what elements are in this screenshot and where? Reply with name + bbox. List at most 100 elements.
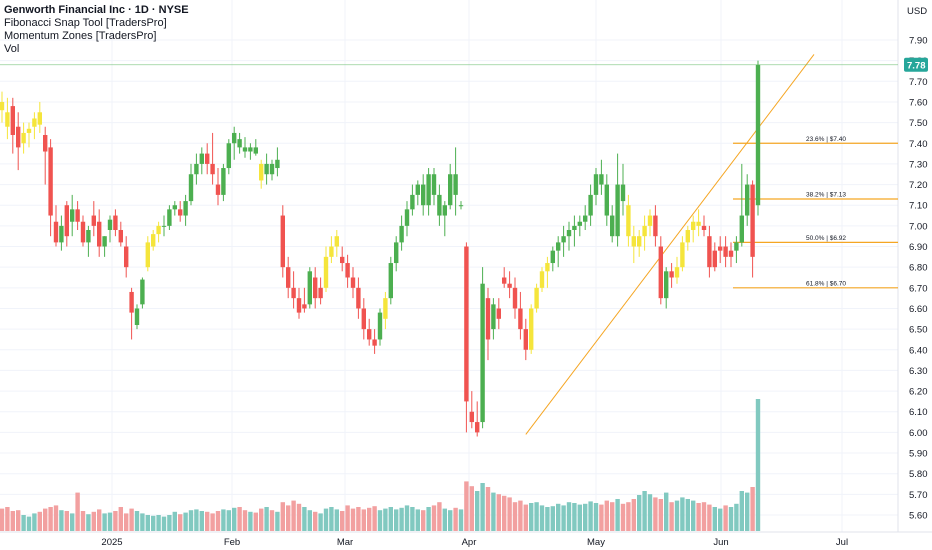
candle-body[interactable]	[377, 312, 383, 340]
candle-body[interactable]	[70, 209, 75, 222]
candle-body[interactable]	[156, 225, 161, 235]
indicator-volume[interactable]: Vol	[4, 43, 20, 55]
indicator-momentum[interactable]: Momentum Zones [TradersPro]	[4, 30, 157, 42]
candle-body[interactable]	[480, 283, 485, 423]
candle-body[interactable]	[561, 236, 566, 243]
candle-body[interactable]	[361, 308, 366, 330]
candle-body[interactable]	[723, 246, 728, 257]
candle-body[interactable]	[388, 263, 393, 299]
symbol-title[interactable]: Genworth Financial Inc · 1D · NYSE	[4, 4, 189, 16]
candle-body[interactable]	[215, 184, 221, 195]
candle-body[interactable]	[707, 236, 712, 268]
candle-body[interactable]	[151, 234, 156, 247]
candle-body[interactable]	[140, 279, 145, 305]
candle-body[interactable]	[172, 205, 177, 210]
candle-body[interactable]	[37, 112, 42, 125]
candle-body[interactable]	[448, 174, 453, 206]
candle-body[interactable]	[350, 277, 356, 288]
candle-body[interactable]	[556, 242, 561, 251]
candle-body[interactable]	[604, 184, 609, 216]
candle-body[interactable]	[291, 287, 296, 299]
candle-body[interactable]	[534, 287, 539, 309]
candle-body[interactable]	[286, 267, 291, 288]
candle-body[interactable]	[745, 184, 750, 216]
candle-body[interactable]	[64, 205, 69, 237]
candle-body[interactable]	[5, 112, 10, 127]
candle-body[interactable]	[86, 230, 91, 243]
candle-body[interactable]	[221, 168, 226, 195]
candle-body[interactable]	[637, 236, 642, 247]
candle-body[interactable]	[415, 184, 420, 195]
candle-body[interactable]	[696, 221, 701, 226]
candle-body[interactable]	[712, 250, 717, 268]
candle-body[interactable]	[620, 184, 626, 202]
candle-body[interactable]	[210, 163, 215, 175]
candle-body[interactable]	[134, 308, 140, 325]
candle-body[interactable]	[178, 209, 183, 216]
candle-body[interactable]	[399, 225, 404, 243]
candle-body[interactable]	[248, 147, 253, 152]
candle-body[interactable]	[734, 242, 739, 251]
candle-body[interactable]	[296, 298, 302, 313]
candle-body[interactable]	[593, 174, 599, 195]
candle-body[interactable]	[572, 225, 577, 230]
candle-body[interactable]	[691, 221, 696, 230]
candle-body[interactable]	[680, 242, 685, 268]
candle-body[interactable]	[485, 298, 491, 340]
candle-body[interactable]	[161, 225, 167, 227]
candle-body[interactable]	[323, 256, 329, 288]
candle-body[interactable]	[750, 184, 755, 257]
candle-body[interactable]	[124, 246, 129, 268]
candle-body[interactable]	[507, 283, 512, 288]
candle-body[interactable]	[664, 271, 669, 299]
candle-body[interactable]	[188, 174, 194, 202]
candle-body[interactable]	[145, 242, 150, 268]
candle-body[interactable]	[453, 174, 458, 195]
candle-body[interactable]	[10, 106, 15, 135]
candle-body[interactable]	[26, 128, 32, 133]
candle-body[interactable]	[307, 271, 312, 305]
candle-body[interactable]	[242, 147, 248, 152]
candle-body[interactable]	[431, 174, 437, 195]
candle-body[interactable]	[394, 242, 399, 264]
candle-body[interactable]	[442, 205, 447, 216]
candle-body[interactable]	[421, 184, 426, 206]
candle-body[interactable]	[59, 225, 64, 243]
candle-body[interactable]	[502, 277, 507, 284]
candle-body[interactable]	[426, 174, 431, 206]
candle-body[interactable]	[512, 287, 518, 309]
candle-body[interactable]	[523, 329, 528, 350]
candle-body[interactable]	[113, 215, 118, 230]
candle-body[interactable]	[356, 287, 361, 309]
candle-body[interactable]	[539, 271, 545, 288]
candle-body[interactable]	[458, 205, 464, 207]
candle-body[interactable]	[237, 139, 242, 148]
candle-body[interactable]	[464, 246, 469, 402]
candle-body[interactable]	[183, 201, 188, 216]
candle-body[interactable]	[97, 221, 102, 247]
candle-body[interactable]	[383, 298, 388, 319]
candle-body[interactable]	[631, 236, 636, 247]
candle-body[interactable]	[167, 209, 172, 226]
last-price-badge[interactable]	[904, 57, 928, 72]
candle-body[interactable]	[194, 163, 199, 175]
candle-body[interactable]	[647, 215, 653, 226]
candle-body[interactable]	[718, 246, 723, 251]
candle-body[interactable]	[642, 225, 647, 237]
candle-body[interactable]	[334, 236, 339, 247]
candle-body[interactable]	[372, 339, 377, 346]
candle-body[interactable]	[199, 153, 204, 164]
candle-body[interactable]	[91, 215, 96, 226]
indicator-fibonacci[interactable]: Fibonacci Snap Tool [TradersPro]	[4, 17, 167, 29]
candle-body[interactable]	[367, 329, 372, 340]
candle-body[interactable]	[669, 271, 674, 278]
candle-body[interactable]	[615, 184, 620, 237]
candle-body[interactable]	[253, 147, 258, 154]
candle-body[interactable]	[566, 230, 572, 237]
candle-body[interactable]	[264, 163, 269, 175]
candle-body[interactable]	[21, 132, 26, 144]
candle-body[interactable]	[404, 209, 410, 226]
candle-body[interactable]	[674, 267, 680, 278]
candle-body[interactable]	[583, 215, 588, 222]
